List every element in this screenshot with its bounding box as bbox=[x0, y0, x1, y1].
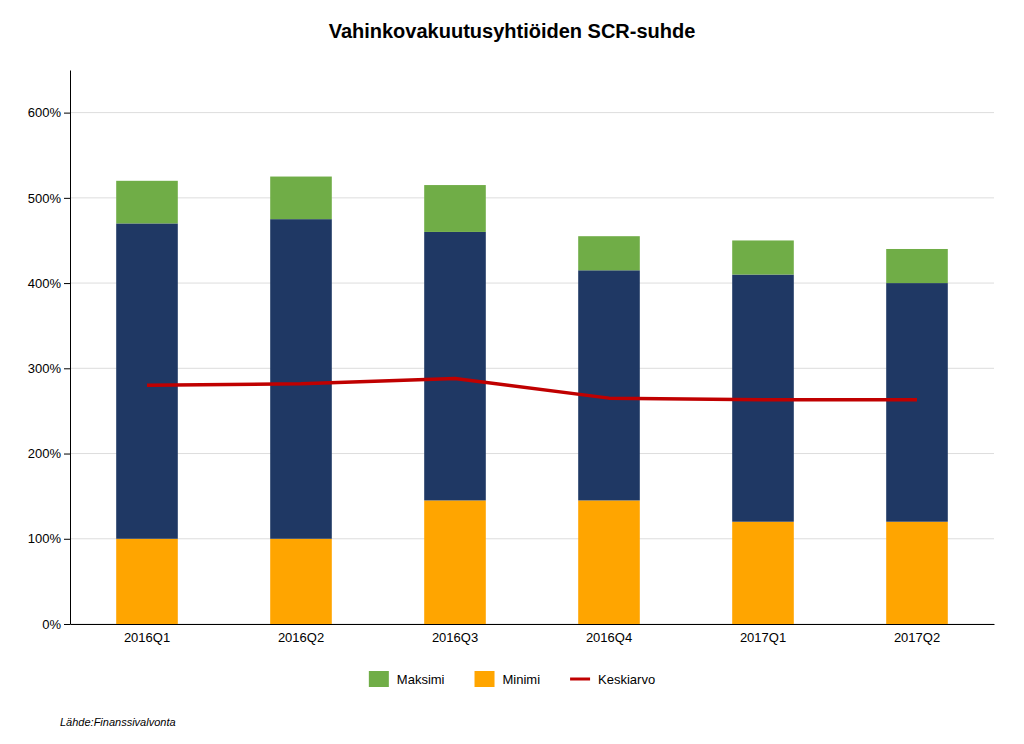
marks bbox=[116, 177, 948, 624]
y-tick-label: 300% bbox=[28, 361, 62, 376]
y-tick-label: 0% bbox=[42, 617, 61, 632]
bar bbox=[886, 522, 948, 624]
x-tick: 2017Q2 bbox=[894, 630, 940, 645]
bar bbox=[578, 270, 640, 500]
plot: 0%100%200%300%400%500%600%2016Q12016Q220… bbox=[28, 71, 995, 646]
x-tick-label: 2016Q1 bbox=[124, 630, 170, 645]
grid-line bbox=[70, 453, 994, 454]
bar bbox=[116, 181, 178, 224]
y-tick-mark bbox=[64, 454, 70, 455]
y-tick-label: 200% bbox=[28, 446, 62, 461]
bar bbox=[424, 185, 486, 232]
y-tick: 500% bbox=[28, 191, 70, 206]
bar-series bbox=[116, 219, 948, 539]
y-tick: 0% bbox=[42, 617, 70, 632]
legend-label: Maksimi bbox=[397, 672, 445, 687]
legend-item: Maksimi bbox=[369, 671, 445, 687]
bar bbox=[886, 249, 948, 283]
legend-swatch bbox=[369, 671, 389, 687]
grid-line bbox=[70, 624, 994, 625]
grid-line bbox=[70, 283, 994, 284]
bar bbox=[270, 177, 332, 220]
y-tick-mark bbox=[64, 539, 70, 540]
bar-series bbox=[116, 177, 948, 284]
y-axis-line bbox=[70, 71, 71, 625]
y-tick-mark bbox=[64, 198, 70, 199]
title: Vahinkovakuutusyhtiöiden SCR-suhde bbox=[329, 20, 696, 42]
bar bbox=[424, 500, 486, 624]
grid-line bbox=[70, 112, 994, 113]
grid bbox=[70, 113, 994, 624]
y-tick: 200% bbox=[28, 446, 70, 461]
x-tick-label: 2017Q1 bbox=[740, 630, 786, 645]
legend-label: Keskiarvo bbox=[598, 672, 655, 687]
legend-item: Keskiarvo bbox=[570, 672, 655, 687]
y-tick-label: 100% bbox=[28, 531, 62, 546]
y-tick: 400% bbox=[28, 276, 70, 291]
grid-line bbox=[70, 368, 994, 369]
y-tick: 300% bbox=[28, 361, 70, 376]
y-tick-label: 600% bbox=[28, 105, 62, 120]
legend-label: Minimi bbox=[503, 672, 541, 687]
y-tick-label: 500% bbox=[28, 191, 62, 206]
x-tick: 2016Q3 bbox=[432, 630, 478, 645]
x-tick: 2016Q2 bbox=[278, 630, 324, 645]
bar bbox=[270, 219, 332, 539]
bar bbox=[732, 522, 794, 624]
y-tick-label: 400% bbox=[28, 276, 62, 291]
y-tick-mark bbox=[64, 283, 70, 284]
grid-line bbox=[70, 197, 994, 198]
legend-item: Minimi bbox=[475, 671, 541, 687]
legend-swatch bbox=[475, 671, 495, 687]
bar bbox=[886, 283, 948, 522]
y-tick-mark bbox=[64, 368, 70, 369]
x-axis-line bbox=[71, 624, 995, 625]
chart: 0%100%200%300%400%500%600%2016Q12016Q220… bbox=[0, 0, 1024, 744]
bar bbox=[578, 236, 640, 270]
y-tick-mark bbox=[64, 624, 70, 625]
x-tick-label: 2017Q2 bbox=[894, 630, 940, 645]
y-tick-mark bbox=[64, 113, 70, 114]
legend: Maksimi Minimi Keskiarvo bbox=[369, 671, 655, 687]
y-tick: 100% bbox=[28, 531, 70, 546]
bar-series bbox=[116, 500, 948, 624]
x-tick-label: 2016Q2 bbox=[278, 630, 324, 645]
x-tick: 2016Q4 bbox=[586, 630, 632, 645]
bar bbox=[424, 232, 486, 500]
bar bbox=[270, 539, 332, 624]
x-tick-label: 2016Q4 bbox=[586, 630, 632, 645]
x-tick: 2017Q1 bbox=[740, 630, 786, 645]
y-axis: 0% 100% 200% 300% 400% 500% 600% bbox=[28, 71, 71, 632]
x-tick-label: 2016Q3 bbox=[432, 630, 478, 645]
x-tick: 2016Q1 bbox=[124, 630, 170, 645]
x-axis: 2016Q1 2016Q2 2016Q3 2016Q4 2017Q1 2017Q2 bbox=[71, 625, 995, 646]
bar bbox=[116, 539, 178, 624]
bar bbox=[578, 500, 640, 624]
legend-swatch bbox=[570, 678, 590, 681]
y-tick: 600% bbox=[28, 105, 70, 120]
line bbox=[147, 379, 917, 400]
bar bbox=[732, 240, 794, 274]
annotation: Lähde:Finanssivalvonta bbox=[60, 716, 176, 728]
bar bbox=[116, 223, 178, 538]
grid-line bbox=[70, 538, 994, 539]
